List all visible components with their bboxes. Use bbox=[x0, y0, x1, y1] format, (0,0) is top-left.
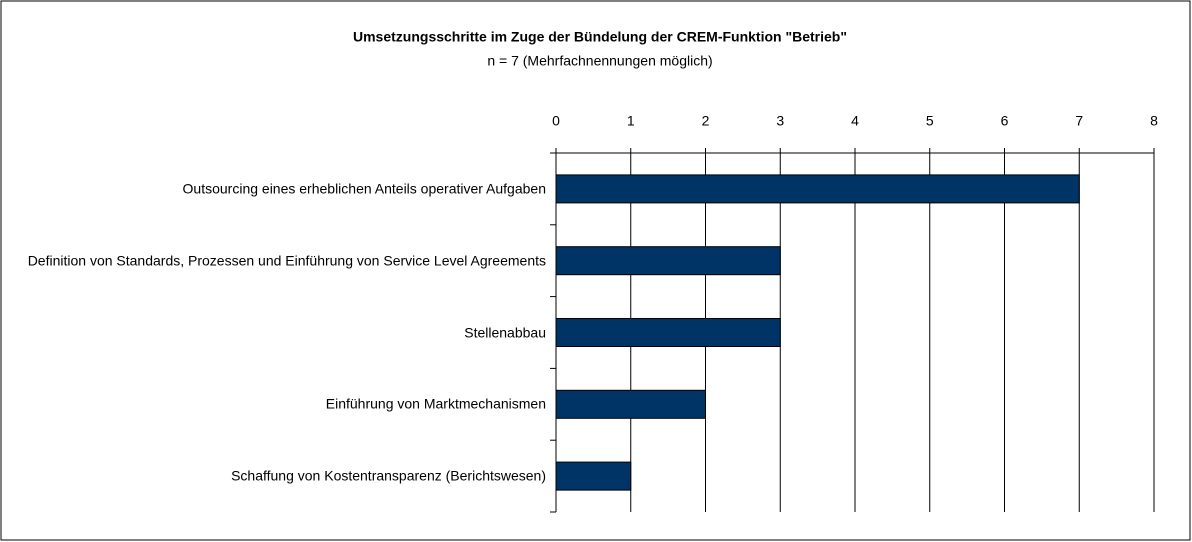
chart-subtitle: n = 7 (Mehrfachnennungen möglich) bbox=[487, 53, 712, 69]
bar bbox=[555, 246, 781, 276]
y-tick-label: Einführung von Marktmechanismen bbox=[325, 395, 546, 412]
x-tick-label: 1 bbox=[627, 113, 635, 129]
x-tick-label: 7 bbox=[1075, 113, 1083, 129]
y-tick-label: Stellenabbau bbox=[464, 324, 546, 340]
bar bbox=[555, 174, 1080, 204]
x-tick-label: 4 bbox=[851, 113, 859, 129]
y-tick-label: Outsourcing eines erheblichen Anteils op… bbox=[182, 180, 546, 197]
x-tick-label: 5 bbox=[926, 113, 934, 129]
x-tick-label: 3 bbox=[776, 113, 784, 129]
y-tick-label: Schaffung von Kostentransparenz (Bericht… bbox=[231, 467, 546, 484]
x-tick-label: 2 bbox=[702, 113, 710, 129]
bar bbox=[555, 461, 632, 491]
chart-title: Umsetzungsschritte im Zuge der Bündelung… bbox=[353, 29, 847, 45]
y-tick-label: Definition von Standards, Prozessen und … bbox=[27, 252, 546, 269]
x-tick-label: 8 bbox=[1150, 113, 1158, 129]
x-tick-label: 0 bbox=[552, 113, 560, 129]
x-tick-label: 6 bbox=[1001, 113, 1009, 129]
bar bbox=[555, 389, 706, 419]
bar bbox=[555, 318, 781, 347]
